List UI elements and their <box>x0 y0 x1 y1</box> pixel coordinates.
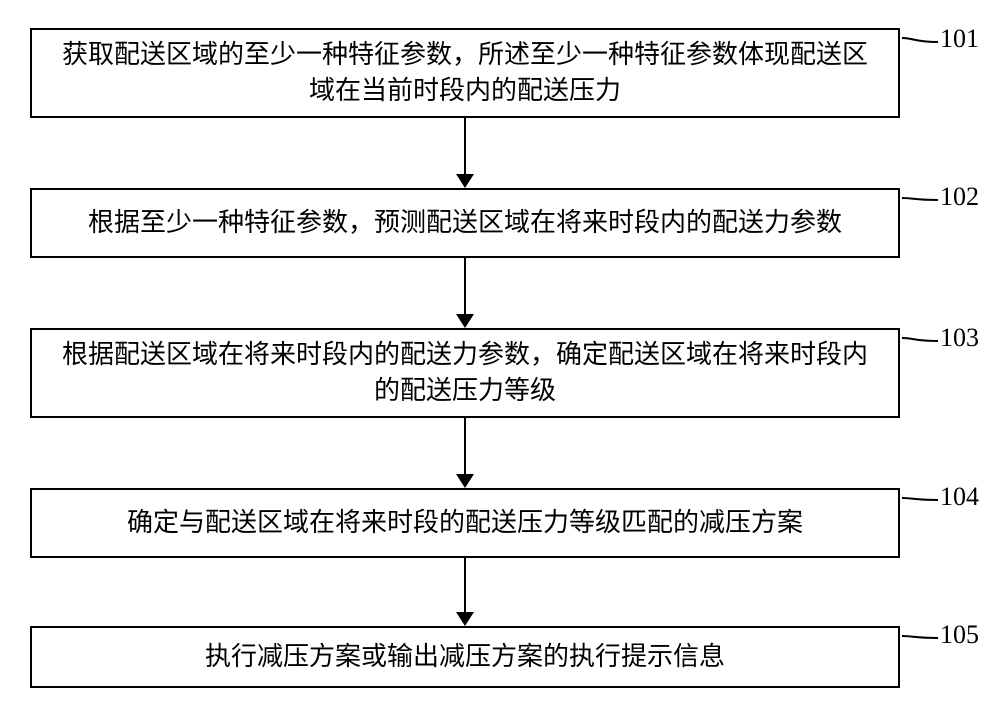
flowchart-step-104: 确定与配送区域在将来时段的配送压力等级匹配的减压方案 <box>30 488 900 558</box>
flowchart-step-102: 根据至少一种特征参数，预测配送区域在将来时段内的配送力参数 <box>30 188 900 258</box>
arrow-down-icon <box>452 418 478 490</box>
flowchart-step-text: 根据至少一种特征参数，预测配送区域在将来时段内的配送力参数 <box>88 205 842 241</box>
arrow-down-icon <box>452 258 478 330</box>
flowchart-canvas: 获取配送区域的至少一种特征参数，所述至少一种特征参数体现配送区域在当前时段内的配… <box>0 0 1000 704</box>
bracket-icon <box>900 182 942 230</box>
flowchart-step-label-103: 103 <box>940 323 979 353</box>
flowchart-step-label-101: 101 <box>940 24 979 54</box>
flowchart-step-text: 获取配送区域的至少一种特征参数，所述至少一种特征参数体现配送区域在当前时段内的配… <box>52 37 878 110</box>
flowchart-step-label-105: 105 <box>940 620 979 650</box>
arrow-down-icon <box>452 558 478 628</box>
flowchart-step-text: 确定与配送区域在将来时段的配送压力等级匹配的减压方案 <box>127 505 803 541</box>
flowchart-step-105: 执行减压方案或输出减压方案的执行提示信息 <box>30 626 900 688</box>
bracket-icon <box>900 620 942 668</box>
flowchart-step-103: 根据配送区域在将来时段内的配送力参数，确定配送区域在将来时段内的配送压力等级 <box>30 328 900 418</box>
bracket-icon <box>900 24 942 72</box>
flowchart-step-text: 根据配送区域在将来时段内的配送力参数，确定配送区域在将来时段内的配送压力等级 <box>52 337 878 410</box>
bracket-icon <box>900 323 942 371</box>
flowchart-step-101: 获取配送区域的至少一种特征参数，所述至少一种特征参数体现配送区域在当前时段内的配… <box>30 28 900 118</box>
flowchart-step-label-104: 104 <box>940 482 979 512</box>
arrow-down-icon <box>452 118 478 190</box>
flowchart-step-text: 执行减压方案或输出减压方案的执行提示信息 <box>205 639 725 675</box>
flowchart-step-label-102: 102 <box>940 182 979 212</box>
bracket-icon <box>900 482 942 530</box>
